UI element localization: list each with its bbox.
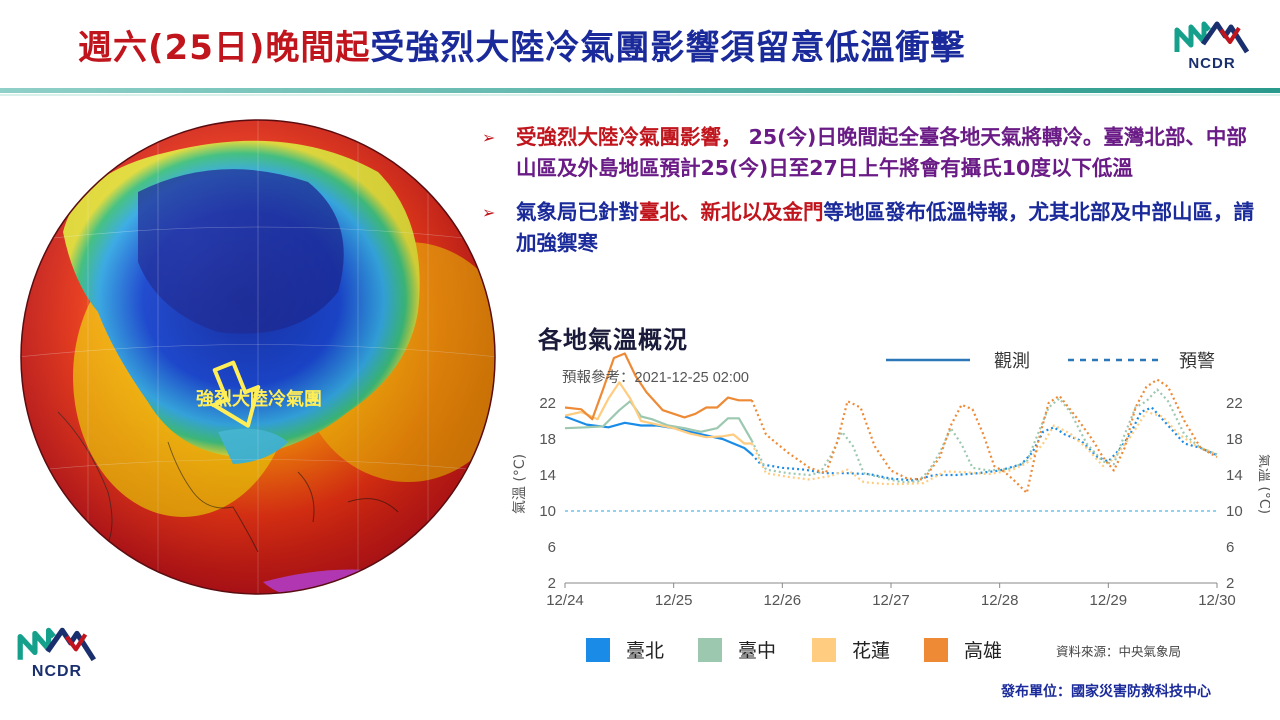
ncdr-mountain-icon xyxy=(1174,21,1250,54)
x-tick-label: 12/25 xyxy=(655,592,693,609)
logo-text: NCDR xyxy=(31,663,83,680)
legend-swatch xyxy=(586,638,610,662)
x-tick-label: 12/29 xyxy=(1090,592,1128,609)
globe-image xyxy=(20,119,496,595)
down-arrow-icon xyxy=(211,360,261,428)
legend-label: 臺中 xyxy=(738,640,777,662)
ncdr-logo-header: NCDR xyxy=(1173,18,1251,74)
series-observed-line xyxy=(564,352,752,421)
y-tick-label-left: 18 xyxy=(539,431,556,448)
x-tick-label: 12/24 xyxy=(546,592,584,609)
bullet-list: ➢ 受強烈大陸冷氣團影響， 25(今)日晚間起全臺各地天氣將轉冷。臺灣北部、中部… xyxy=(476,122,1266,259)
ncdr-logo-footer: NCDR xyxy=(16,624,98,682)
arrow-bullet-icon: ➢ xyxy=(482,203,496,222)
title-divider xyxy=(0,88,1280,93)
legend-item-hualien: 花蓮 xyxy=(812,636,890,663)
bullet-text-segment: 受強烈大陸冷氣團影響， xyxy=(516,125,742,149)
cold-air-mass-label: 強烈大陸冷氣團 xyxy=(196,389,322,410)
page-title: 週六(25日)晚間起受強烈大陸冷氣團影響須留意低溫衝擊 xyxy=(78,20,965,69)
y-tick-label-left: 6 xyxy=(548,539,556,556)
y-tick-label-left: 2 xyxy=(548,575,556,592)
y-tick-label-left: 10 xyxy=(539,503,556,520)
legend-label: 花蓮 xyxy=(852,640,891,662)
bullet-text-segment: 氣象局已針對 xyxy=(516,200,639,224)
legend-item-kaohsiung: 高雄 xyxy=(924,636,1002,663)
legend-swatch xyxy=(924,638,948,662)
bullet-item: ➢ 受強烈大陸冷氣團影響， 25(今)日晚間起全臺各地天氣將轉冷。臺灣北部、中部… xyxy=(476,122,1266,184)
title-divider-light xyxy=(0,94,1280,96)
y-tick-label-right: 10 xyxy=(1226,503,1243,520)
legend-forecast-label: 預警 xyxy=(1179,351,1215,372)
y-axis-label-left: 氣溫 (°C) xyxy=(512,454,528,514)
bullet-text-segment: 等地區發布低溫特報，尤其北部及中部山區，請加強禦寒 xyxy=(516,200,1254,255)
y-axis-label-right: 氣溫 (°C) xyxy=(1256,454,1270,514)
y-tick-label-left: 14 xyxy=(539,467,556,484)
legend-item-taipei: 臺北 xyxy=(586,636,664,663)
bullet-text-segment: 25(今)日晚間起全臺各地天氣將轉冷。臺灣北部、中部山區及外島地區預計25(今)… xyxy=(516,125,1247,180)
series-forecast-line xyxy=(750,378,1218,495)
y-tick-label-right: 6 xyxy=(1226,539,1234,556)
x-tick-label: 12/26 xyxy=(764,592,802,609)
legend-observed-label: 觀測 xyxy=(994,351,1030,372)
y-tick-label-left: 22 xyxy=(539,395,556,412)
weather-globe-map: 強烈大陸冷氣團 xyxy=(18,112,498,602)
publisher: 發布單位：國家災害防救科技中心 xyxy=(1001,684,1211,700)
x-tick-label: 12/28 xyxy=(981,592,1019,609)
y-tick-label-right: 18 xyxy=(1226,431,1243,448)
legend-item-taichung: 臺中 xyxy=(698,636,776,663)
ncdr-mountain-icon xyxy=(17,627,97,662)
y-tick-label-right: 22 xyxy=(1226,395,1243,412)
legend-swatch xyxy=(698,638,722,662)
data-source: 資料來源：中央氣象局 xyxy=(1056,644,1182,659)
x-tick-label: 12/27 xyxy=(872,592,910,609)
title-blue-part: 受強烈大陸冷氣團影響須留意低溫衝擊 xyxy=(370,28,966,68)
bullet-text-segment: 臺北、新北以及金門 xyxy=(639,200,824,224)
series-forecast-line xyxy=(750,388,1218,484)
chart-title: 各地氣溫概況 xyxy=(538,326,688,354)
bullet-item: ➢ 氣象局已針對臺北、新北以及金門等地區發布低溫特報，尤其北部及中部山區，請加強… xyxy=(476,197,1266,259)
arrow-bullet-icon: ➢ xyxy=(482,128,496,147)
title-red-part: 週六(25日)晚間起 xyxy=(78,28,371,68)
chart-reference-time: 預報參考：2021-12-25 02:00 xyxy=(562,370,749,386)
legend-swatch xyxy=(812,638,836,662)
legend-label: 高雄 xyxy=(964,640,1003,662)
series-observed-line xyxy=(564,400,753,442)
logo-text: NCDR xyxy=(1188,55,1236,72)
series-forecast-line xyxy=(750,410,1218,486)
y-tick-label-right: 2 xyxy=(1226,575,1234,592)
y-tick-label-right: 14 xyxy=(1226,467,1243,484)
x-tick-label: 12/30 xyxy=(1198,592,1236,609)
title-bar: 週六(25日)晚間起受強烈大陸冷氣團影響須留意低溫衝擊 xyxy=(0,0,1280,96)
legend-label: 臺北 xyxy=(626,640,665,662)
series-observed-line xyxy=(564,381,752,445)
